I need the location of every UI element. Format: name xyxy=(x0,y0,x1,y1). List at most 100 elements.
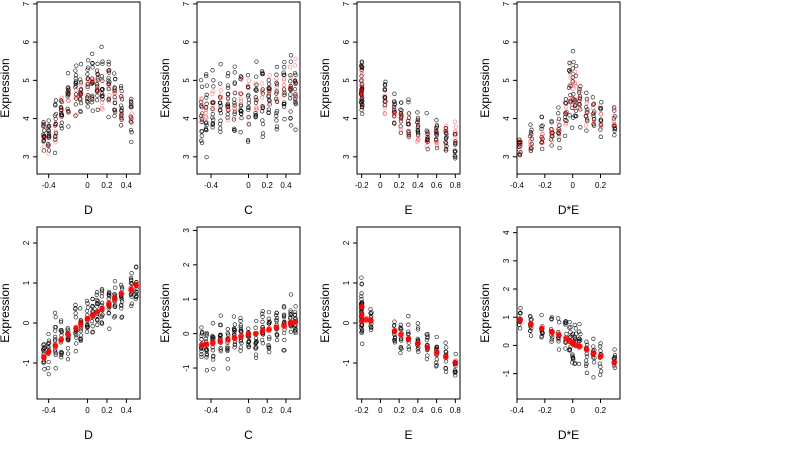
black-point xyxy=(128,292,134,298)
red-point xyxy=(572,106,577,111)
black-point xyxy=(443,366,448,371)
black-point xyxy=(199,354,204,360)
black-point xyxy=(567,68,572,73)
red-point xyxy=(232,115,237,120)
black-point xyxy=(78,80,84,85)
black-point xyxy=(591,117,597,122)
black-point xyxy=(359,294,364,299)
black-point xyxy=(85,313,90,318)
data-points xyxy=(358,59,458,161)
black-point xyxy=(210,106,215,111)
x-tick-label: -0.2 xyxy=(538,406,552,415)
x-axis-label: D*E xyxy=(558,428,579,442)
black-point xyxy=(73,68,78,73)
x-tick-label: 0 xyxy=(378,406,383,415)
red-point xyxy=(562,111,568,116)
black-point xyxy=(444,345,449,350)
black-point xyxy=(398,116,404,121)
black-point xyxy=(612,355,617,360)
black-point xyxy=(406,130,411,135)
black-point xyxy=(119,315,124,320)
black-point xyxy=(89,100,95,105)
black-point xyxy=(73,81,79,86)
black-point xyxy=(90,296,95,302)
red-point xyxy=(424,345,430,351)
red-point xyxy=(112,97,117,102)
red-point xyxy=(199,97,204,102)
black-point xyxy=(84,298,90,304)
y-axis-label: Expression xyxy=(478,283,492,342)
red-point xyxy=(612,359,618,366)
red-point xyxy=(392,112,397,117)
black-point xyxy=(112,85,117,90)
red-point xyxy=(253,331,259,337)
black-point xyxy=(612,133,617,138)
black-point xyxy=(566,85,572,91)
black-point xyxy=(99,314,104,320)
red-point xyxy=(107,93,112,98)
red-point xyxy=(576,344,582,350)
black-point xyxy=(415,119,420,125)
black-point xyxy=(550,134,555,139)
black-point xyxy=(94,304,99,309)
x-tick-label: 0.4 xyxy=(280,181,292,190)
black-point xyxy=(443,369,449,375)
black-point xyxy=(232,80,237,85)
black-point xyxy=(78,306,83,311)
black-point xyxy=(443,126,449,131)
red-point xyxy=(253,81,258,86)
black-point xyxy=(288,116,293,121)
y-tick-label: 1 xyxy=(502,314,511,319)
black-point xyxy=(94,290,100,295)
black-point xyxy=(425,332,430,337)
red-point xyxy=(203,107,209,112)
black-point xyxy=(567,347,572,352)
black-point xyxy=(42,128,47,133)
black-point xyxy=(254,318,259,324)
black-point xyxy=(415,347,420,352)
red-point xyxy=(90,76,95,82)
y-tick-label: 7 xyxy=(22,1,31,6)
black-point xyxy=(590,95,595,100)
red-point xyxy=(391,329,398,335)
black-point xyxy=(53,350,59,356)
black-point xyxy=(288,79,293,84)
red-point xyxy=(406,111,411,116)
red-point xyxy=(572,69,578,74)
black-point xyxy=(517,326,523,331)
red-point xyxy=(203,114,209,119)
black-point xyxy=(584,96,590,102)
red-point xyxy=(199,120,204,125)
black-point xyxy=(556,131,562,137)
black-point xyxy=(288,123,294,128)
black-point xyxy=(204,71,209,77)
black-point xyxy=(452,132,457,137)
x-tick-label: 0.2 xyxy=(394,181,406,190)
black-point xyxy=(238,130,243,135)
black-point xyxy=(253,115,258,120)
red-point xyxy=(425,131,430,136)
black-point xyxy=(584,361,589,366)
red-point xyxy=(443,129,449,135)
red-point xyxy=(576,96,582,101)
y-axis-label: Expression xyxy=(158,58,172,117)
black-point xyxy=(282,92,287,97)
black-point xyxy=(225,73,230,79)
data-points xyxy=(41,44,134,156)
black-point xyxy=(95,77,100,83)
black-point xyxy=(274,82,280,87)
red-point xyxy=(46,135,51,140)
black-point xyxy=(100,87,105,92)
black-point xyxy=(359,327,365,332)
black-point xyxy=(281,330,287,336)
black-point xyxy=(577,102,582,107)
y-tick-label: 3 xyxy=(342,154,351,159)
black-point xyxy=(434,145,440,151)
red-point xyxy=(562,100,568,105)
black-point xyxy=(434,364,439,369)
red-point xyxy=(292,63,298,68)
black-point xyxy=(90,330,95,335)
black-point xyxy=(425,139,430,144)
black-point xyxy=(85,95,90,100)
black-point xyxy=(53,111,59,117)
